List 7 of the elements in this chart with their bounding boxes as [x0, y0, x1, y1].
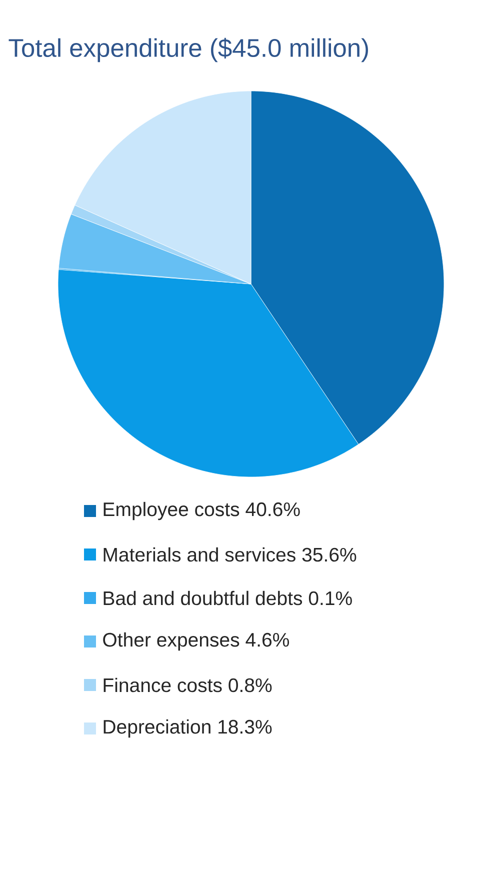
legend-label: Employee costs 40.6%	[104, 502, 300, 520]
legend-label: Materials and services 35.6%	[104, 547, 356, 562]
chart-title: Total expenditure ($45.0 million)	[8, 38, 368, 62]
legend-label: Finance costs 0.8%	[104, 678, 272, 692]
legend-label: Depreciation 18.3%	[104, 719, 272, 738]
legend-label: Other expenses 4.6%	[103, 632, 289, 651]
legend-label: Bad and doubtful debts 0.1%	[104, 590, 352, 606]
